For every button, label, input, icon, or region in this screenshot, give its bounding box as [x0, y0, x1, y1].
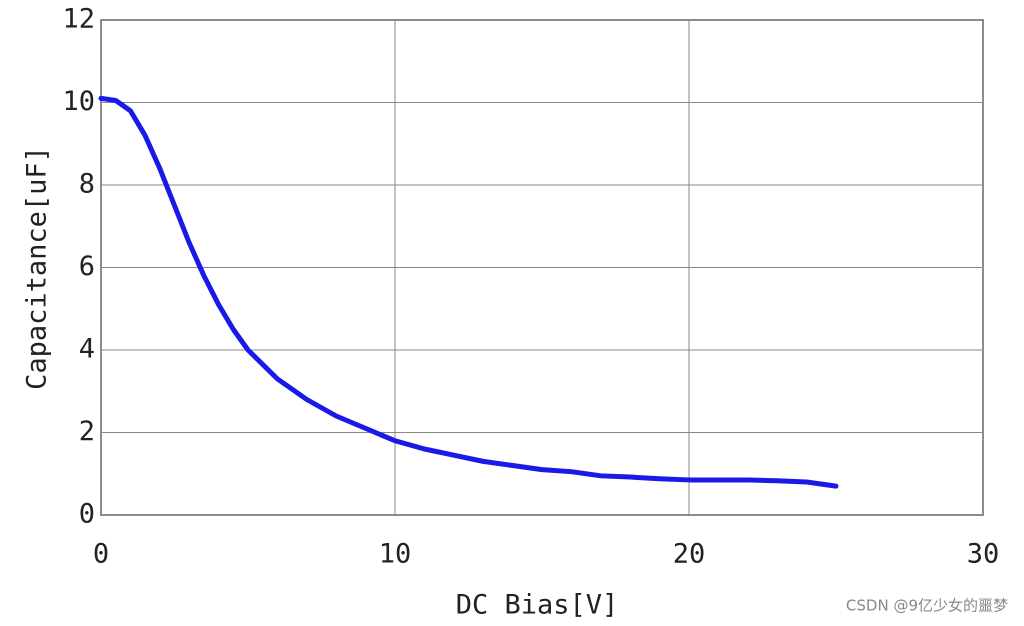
x-tick-label: 20 — [673, 539, 706, 570]
x-axis-label: DC Bias[V] — [456, 590, 619, 621]
y-tick-label: 12 — [62, 4, 95, 35]
x-tick-label: 10 — [379, 539, 412, 570]
watermark: CSDN @9亿少女的噩梦 — [846, 597, 1008, 615]
y-tick-label: 10 — [62, 86, 95, 117]
y-tick-label: 8 — [79, 169, 95, 200]
x-tick-label: 30 — [967, 539, 1000, 570]
y-tick-label: 4 — [79, 334, 95, 365]
x-tick-label: 0 — [93, 539, 109, 570]
data-line — [98, 95, 839, 489]
y-tick-label: 6 — [79, 251, 95, 282]
y-axis-label: Capacitance[uF] — [22, 146, 53, 390]
y-tick-label: 2 — [79, 416, 95, 447]
y-tick-label: 0 — [79, 499, 95, 530]
